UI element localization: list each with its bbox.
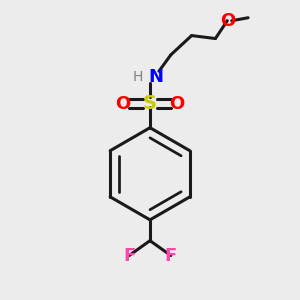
Text: N: N <box>148 68 164 86</box>
Text: O: O <box>169 95 184 113</box>
Text: O: O <box>116 95 131 113</box>
Text: S: S <box>143 94 157 113</box>
Text: H: H <box>133 70 143 84</box>
Text: F: F <box>123 247 135 265</box>
Text: F: F <box>165 247 177 265</box>
Text: O: O <box>220 12 235 30</box>
